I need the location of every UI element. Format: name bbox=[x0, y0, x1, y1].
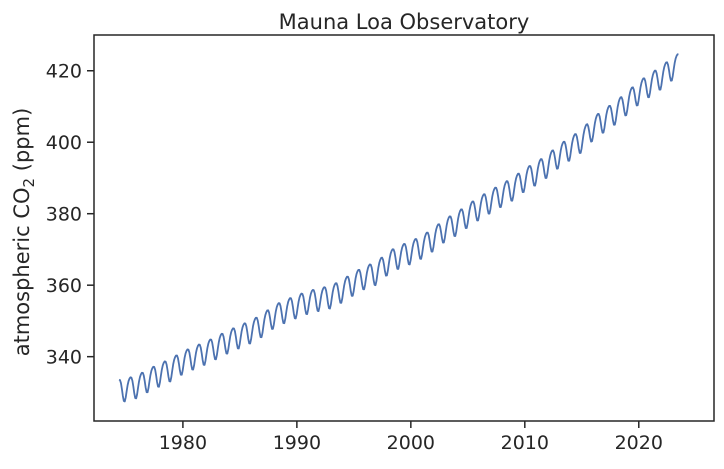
x-tick-label: 1980 bbox=[159, 432, 207, 454]
plot-frame bbox=[93, 34, 715, 422]
y-tick-label: 400 bbox=[46, 132, 82, 154]
co2-series-line bbox=[118, 53, 679, 403]
y-axis-title-subscript: 2 bbox=[20, 178, 38, 188]
x-tick-label: 1990 bbox=[273, 432, 321, 454]
x-tick-label: 2020 bbox=[615, 432, 663, 454]
y-axis: 340 360 380 400 420 bbox=[46, 61, 94, 369]
x-tick-label: 2010 bbox=[501, 432, 549, 454]
y-axis-title-main: atmospheric CO bbox=[10, 187, 34, 356]
y-tick-label: 380 bbox=[46, 204, 82, 226]
y-tick-label: 420 bbox=[46, 61, 82, 83]
chart-title: Mauna Loa Observatory bbox=[279, 10, 530, 34]
y-tick-label: 360 bbox=[46, 275, 82, 297]
x-tick-label: 2000 bbox=[387, 432, 435, 454]
y-axis-title: atmospheric CO2 (ppm) bbox=[10, 108, 38, 357]
y-tick-label: 340 bbox=[46, 347, 82, 369]
x-axis: 1980 1990 2000 2010 2020 bbox=[159, 421, 663, 454]
plot-area bbox=[118, 53, 679, 403]
y-axis-title-suffix: (ppm) bbox=[10, 108, 34, 178]
